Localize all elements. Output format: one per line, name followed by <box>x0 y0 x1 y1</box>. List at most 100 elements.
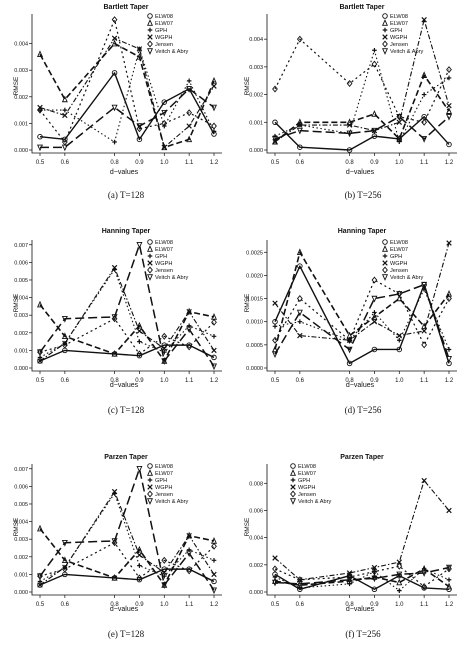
legend-marker <box>382 253 388 259</box>
series-line <box>39 542 215 579</box>
legend-marker <box>147 266 153 274</box>
x-tick-label: 1.0 <box>395 378 404 384</box>
x-tick-label: 1.2 <box>445 378 454 384</box>
data-point <box>371 573 378 580</box>
data-point <box>161 143 168 151</box>
data-point <box>61 95 68 103</box>
panel-caption: (b) T=256 <box>345 190 382 200</box>
data-point <box>346 573 353 581</box>
y-tick-label: 0.0010 <box>246 320 263 326</box>
data-point <box>186 135 193 143</box>
data-point <box>421 477 427 484</box>
series-line <box>274 288 450 350</box>
data-point <box>272 324 278 329</box>
y-tick-label: 0.001 <box>249 120 263 126</box>
data-point <box>446 75 452 81</box>
legend-marker <box>382 27 388 33</box>
x-tick-label: 1.2 <box>445 602 454 608</box>
series-jensen <box>272 35 452 126</box>
y-tick-label: 0.0020 <box>246 273 263 279</box>
data-point <box>111 35 118 42</box>
data-point <box>421 328 427 334</box>
data-point <box>136 350 143 358</box>
legend-label: Jensen <box>155 42 173 48</box>
axes-frame <box>31 14 222 154</box>
data-point <box>371 568 378 576</box>
x-tick-label: 1.0 <box>160 378 169 384</box>
data-point <box>211 122 217 130</box>
x-tick-label: 0.8 <box>110 378 119 384</box>
data-point <box>136 321 143 329</box>
legend-marker <box>382 274 388 281</box>
data-point <box>297 122 303 128</box>
data-point <box>37 50 43 57</box>
data-point <box>421 71 428 78</box>
data-point <box>37 358 43 364</box>
chart-title: Bartlett Taper <box>104 4 149 11</box>
legend-label: GPH <box>390 28 402 34</box>
legend-marker <box>382 13 388 19</box>
data-point <box>272 85 278 93</box>
data-point <box>61 315 68 323</box>
data-point <box>396 346 403 353</box>
data-point <box>446 240 452 246</box>
data-point <box>161 582 168 589</box>
data-point <box>296 309 303 317</box>
legend-label: Jensen <box>390 42 408 48</box>
legend-label: Veitch & Abry <box>390 49 423 55</box>
legend-marker <box>147 13 153 19</box>
data-point <box>37 144 43 152</box>
x-tick-label: 1.1 <box>185 160 194 166</box>
legend-label: ELW07 <box>155 247 173 253</box>
x-axis-label: d−values <box>346 382 375 389</box>
data-point <box>186 123 192 129</box>
series-jensen <box>37 315 217 358</box>
data-point <box>111 315 118 323</box>
data-point <box>446 66 452 74</box>
data-point <box>371 586 378 593</box>
series-veitch-abry <box>272 113 452 143</box>
data-point <box>161 119 168 127</box>
x-tick-label: 1.2 <box>210 378 219 384</box>
data-point <box>111 538 118 545</box>
axes-frame <box>31 240 222 372</box>
series-line <box>274 251 450 350</box>
y-tick-label: 0.004 <box>249 37 263 43</box>
data-point <box>272 318 278 325</box>
legend-marker <box>147 253 153 259</box>
data-point <box>211 571 217 578</box>
data-point <box>297 144 303 150</box>
legend-marker <box>382 239 388 245</box>
legend-marker <box>147 260 153 266</box>
data-point <box>371 276 378 284</box>
series-wgph <box>272 17 452 145</box>
legend-label: WGPH <box>155 35 172 41</box>
data-point <box>111 16 118 24</box>
series-veitch-abry <box>37 466 217 595</box>
data-point <box>37 300 43 308</box>
data-point <box>446 564 452 572</box>
data-point <box>272 300 278 306</box>
data-point <box>372 310 377 315</box>
data-point <box>272 565 278 573</box>
legend-label: Jensen <box>390 268 408 274</box>
y-tick-label: 0.003 <box>14 313 28 319</box>
y-axis-label: RMSE <box>244 517 251 536</box>
data-point <box>346 122 353 128</box>
axes-frame <box>266 464 457 596</box>
data-point <box>272 336 278 344</box>
x-tick-label: 1.2 <box>210 160 219 166</box>
legend-label: GPH <box>390 254 402 260</box>
data-point <box>446 355 452 363</box>
legend-label: Veitch & Abry <box>155 275 188 281</box>
data-point <box>346 346 353 354</box>
legend-label: ELW07 <box>298 471 316 477</box>
legend-marker <box>147 40 153 48</box>
legend-marker <box>290 463 296 469</box>
x-tick-label: 0.6 <box>61 160 70 166</box>
y-tick-label: 0.000 <box>14 590 28 596</box>
data-point <box>137 563 142 568</box>
